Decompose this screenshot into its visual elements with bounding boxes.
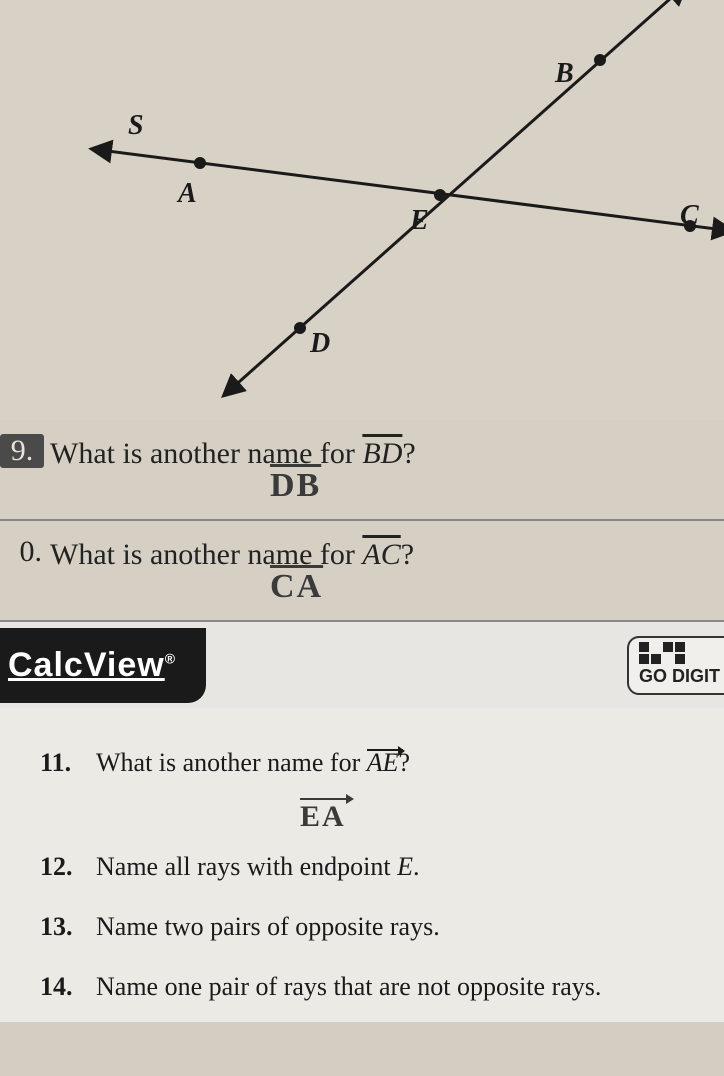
label-b: B — [555, 58, 574, 90]
question-text: Name two pairs of opposite rays. — [96, 912, 704, 942]
question-9: 9. What is another name for BD? DB — [0, 420, 724, 521]
handwritten-answer: EA — [300, 800, 704, 834]
point-e — [434, 189, 446, 201]
question-number: 12. — [40, 852, 96, 882]
label-a: A — [178, 178, 197, 210]
geometry-diagram: S A E C B D — [0, 0, 724, 420]
question-text: Name all rays with endpoint E. — [96, 852, 704, 882]
question-text: Name one pair of rays that are not oppos… — [96, 972, 704, 1002]
question-13: 13. Name two pairs of opposite rays. — [40, 912, 704, 942]
diagram-svg — [0, 0, 724, 420]
point-a — [194, 157, 206, 169]
upper-questions: 9. What is another name for BD? DB 0. Wh… — [0, 420, 724, 622]
question-number: 14. — [40, 972, 96, 1002]
question-number: 0. — [0, 535, 50, 569]
question-11: 11. What is another name for AE? — [40, 748, 704, 778]
point-b — [594, 54, 606, 66]
calcview-badge: CalcView® — [0, 628, 206, 703]
go-digital-box: GO DIGIT — [627, 636, 724, 695]
point-d — [294, 322, 306, 334]
label-s: S — [128, 110, 144, 142]
question-14: 14. Name one pair of rays that are not o… — [40, 972, 704, 1002]
label-c: C — [680, 200, 699, 232]
calcview-bar: CalcView® GO DIGIT — [0, 622, 724, 708]
question-text: What is another name for AE? — [96, 748, 704, 778]
question-number: 11. — [40, 748, 96, 778]
question-10: 0. What is another name for AC? CA — [0, 521, 724, 622]
question-12: 12. Name all rays with endpoint E. — [40, 852, 704, 882]
label-e: E — [410, 205, 429, 237]
question-number: 13. — [40, 912, 96, 942]
lower-questions: 11. What is another name for AE? EA 12. … — [0, 708, 724, 1022]
go-digital-label: GO DIGIT — [639, 666, 720, 687]
label-d: D — [310, 328, 330, 360]
qr-icon — [639, 642, 720, 664]
question-number: 9. — [0, 434, 44, 468]
